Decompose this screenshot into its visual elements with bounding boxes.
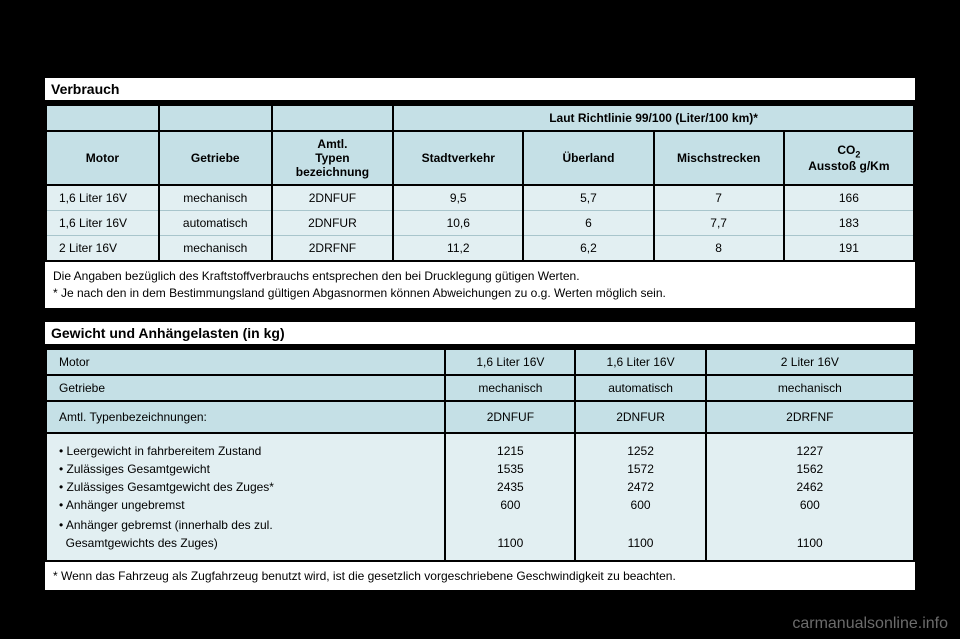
col-amtl: Amtl.Typenbezeichnung [272,131,394,185]
table-row: 2 Liter 16V mechanisch 2DRFNF 11,2 6,2 8… [46,236,914,262]
table-row: Motor 1,6 Liter 16V 1,6 Liter 16V 2 Lite… [46,349,914,375]
col-ueber: Überland [523,131,653,185]
col-motor: Motor [46,131,159,185]
consumption-title: Verbrauch [45,78,915,100]
col-misch: Mischstrecken [654,131,784,185]
col-stadt: Stadtverkehr [393,131,523,185]
note-line-1: Die Angaben bezüglich des Kraftstoffverb… [53,268,907,285]
super-header: Laut Richtlinie 99/100 (Liter/100 km)* [393,105,914,131]
table-row: • Leergewicht in fahrbereitem Zustand • … [46,433,914,561]
document-page: Verbrauch Laut Richtlinie 99/100 (Liter/… [0,0,960,610]
consumption-table: Laut Richtlinie 99/100 (Liter/100 km)* M… [45,104,915,262]
watermark-text: carmanualsonline.info [792,615,948,633]
table-row: 1,6 Liter 16V mechanisch 2DNFUF 9,5 5,7 … [46,185,914,211]
table-row: Amtl. Typenbezeichnungen: 2DNFUF 2DNFUR … [46,401,914,433]
weights-table: Motor 1,6 Liter 16V 1,6 Liter 16V 2 Lite… [45,348,915,562]
table-row: 1,6 Liter 16V automatisch 2DNFUR 10,6 6 … [46,211,914,236]
weights-title: Gewicht und Anhängelasten (in kg) [45,322,915,344]
col-co2: CO2 Ausstoß g/Km [784,131,914,185]
note-line-2: * Je nach den in dem Bestimmungsland gül… [53,285,907,302]
weights-note: * Wenn das Fahrzeug als Zugfahrzeug benu… [45,562,915,591]
table-row: Getriebe mechanisch automatisch mechanis… [46,375,914,401]
consumption-note: Die Angaben bezüglich des Kraftstoffverb… [45,262,915,308]
specs-labels: • Leergewicht in fahrbereitem Zustand • … [46,433,445,561]
col-getriebe: Getriebe [159,131,272,185]
